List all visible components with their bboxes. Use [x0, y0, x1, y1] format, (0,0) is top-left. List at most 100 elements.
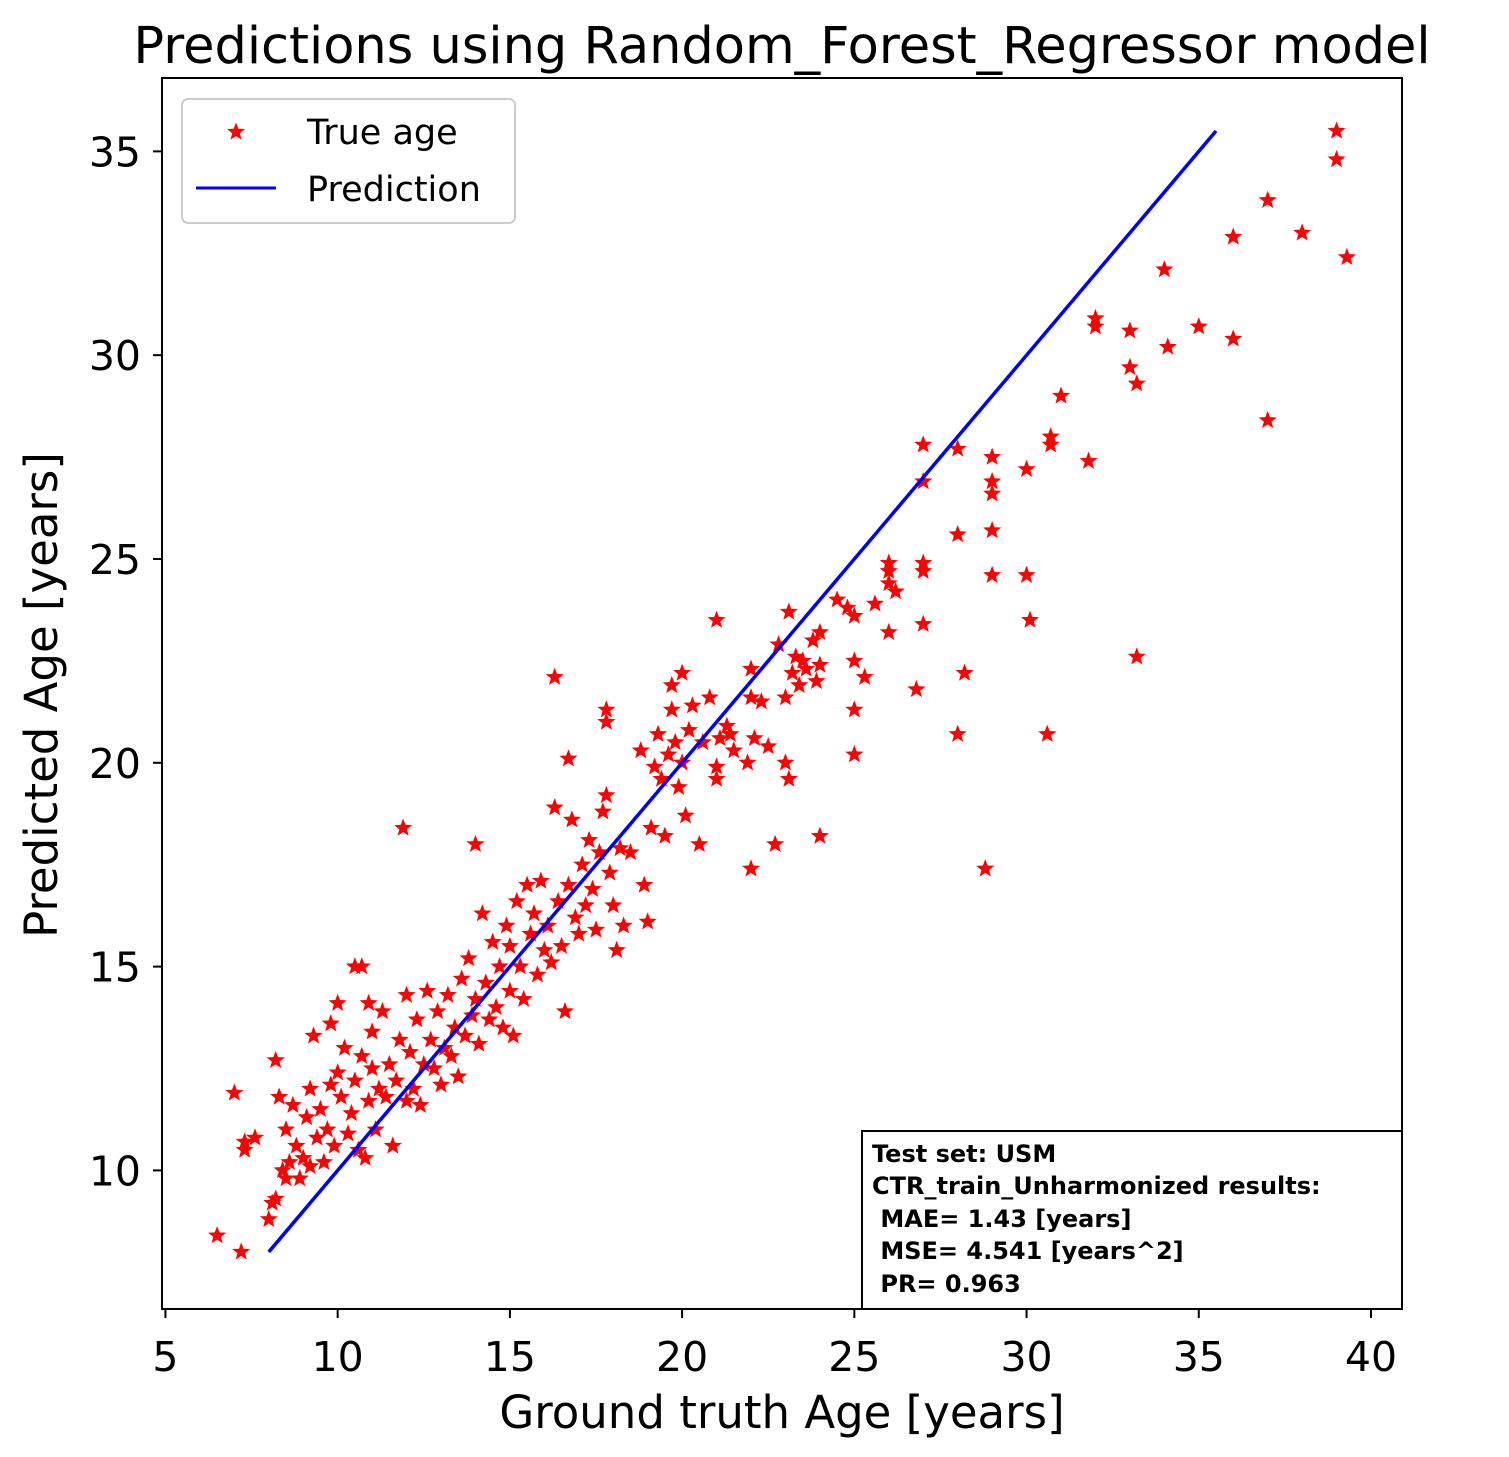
true-age-point-100: [542, 953, 561, 971]
true-age-point-83: [487, 997, 506, 1016]
true-age-point-169: [786, 647, 805, 665]
true-age-point-63: [421, 1030, 440, 1048]
true-age-point-178: [828, 590, 847, 608]
true-age-point-39: [352, 1046, 371, 1064]
true-age-point-228: [1293, 223, 1312, 241]
true-age-point-37: [345, 957, 364, 975]
true-age-point-163: [769, 635, 788, 653]
true-age-point-180: [845, 606, 864, 624]
legend-marker-true-age: [226, 122, 246, 140]
true-age-point-59: [407, 1010, 426, 1028]
true-age-point-122: [604, 895, 623, 914]
true-age-point-192: [914, 435, 933, 453]
true-age-point-114: [583, 879, 602, 897]
x-tick-label: 35: [1173, 1333, 1225, 1381]
true-age-point-162: [766, 834, 785, 852]
true-age-point-127: [631, 741, 650, 759]
true-age-point-47: [369, 1079, 389, 1097]
x-tick-label: 30: [1000, 1333, 1052, 1381]
true-age-point-80: [476, 973, 495, 991]
true-age-point-154: [724, 741, 743, 759]
true-age-point-225: [1224, 329, 1243, 347]
true-age-point-139: [669, 777, 688, 795]
true-age-point-5: [245, 1128, 265, 1146]
stats-line-pr: PR= 0.963: [872, 1270, 1021, 1298]
true-age-point-8: [266, 1189, 285, 1207]
true-age-point-187: [879, 553, 898, 571]
true-age-point-173: [803, 631, 823, 649]
true-age-point-159: [745, 728, 764, 747]
stats-line-results: CTR_train_Unharmonized results:: [872, 1172, 1321, 1200]
true-age-point-226: [1258, 190, 1277, 208]
x-tick-label: 25: [828, 1333, 880, 1381]
legend-label-true-age: True age: [306, 113, 458, 153]
true-age-point-211: [1041, 435, 1060, 453]
true-age-point-221: [1155, 260, 1174, 278]
y-tick-label: 10: [89, 1147, 141, 1195]
true-age-point-111: [573, 855, 592, 873]
true-age-point-58: [404, 1079, 423, 1097]
true-age-point-191: [907, 679, 926, 698]
true-age-point-201: [976, 859, 995, 877]
true-age-point-3: [235, 1140, 254, 1158]
true-age-point-97: [531, 871, 550, 889]
legend-box: [181, 98, 516, 224]
true-age-point-153: [721, 724, 740, 742]
true-age-point-143: [679, 720, 699, 738]
true-age-point-52: [387, 1071, 406, 1089]
true-age-point-181: [845, 651, 864, 669]
true-age-point-103: [549, 891, 568, 910]
true-age-point-129: [638, 912, 657, 930]
true-age-point-135: [659, 745, 678, 763]
true-age-point-9: [266, 1050, 285, 1069]
true-age-point-36: [345, 1071, 364, 1089]
true-age-point-212: [1041, 427, 1060, 445]
true-age-point-137: [662, 675, 681, 694]
true-age-point-61: [414, 1054, 433, 1073]
true-age-point-90: [507, 891, 526, 910]
true-age-point-95: [524, 904, 544, 922]
true-age-point-219: [1127, 374, 1146, 392]
true-age-point-24: [311, 1099, 330, 1117]
true-age-point-116: [590, 842, 609, 861]
true-age-point-168: [783, 663, 802, 681]
true-age-point-10: [270, 1087, 289, 1105]
true-age-point-53: [390, 1030, 409, 1048]
stats-line-mae: MAE= 1.43 [years]: [872, 1205, 1131, 1233]
true-age-point-56: [397, 985, 416, 1003]
true-age-point-51: [383, 1136, 402, 1154]
true-age-point-40: [352, 957, 371, 975]
true-age-point-193: [914, 472, 933, 490]
true-age-point-16: [287, 1136, 306, 1154]
true-age-point-71: [449, 1067, 468, 1085]
true-age-point-230: [1327, 150, 1346, 168]
true-age-point-18: [294, 1148, 313, 1166]
true-age-point-62: [418, 981, 437, 999]
true-age-point-88: [500, 936, 519, 954]
true-age-point-217: [1120, 321, 1139, 339]
true-age-point-33: [335, 1038, 354, 1056]
true-age-point-185: [865, 594, 885, 612]
true-age-point-43: [359, 993, 378, 1011]
y-tick-label: 35: [89, 128, 141, 176]
true-age-point-119: [597, 700, 616, 718]
true-age-point-198: [948, 525, 967, 543]
true-age-point-144: [683, 696, 702, 714]
true-age-point-224: [1224, 227, 1243, 245]
true-age-point-23: [307, 1128, 327, 1146]
true-age-point-124: [611, 838, 630, 857]
true-age-point-123: [607, 940, 626, 958]
true-age-point-147: [700, 688, 719, 706]
true-age-point-70: [445, 1018, 464, 1036]
true-age-point-74: [459, 948, 478, 967]
true-age-point-19: [297, 1107, 316, 1126]
true-age-point-149: [707, 769, 726, 787]
true-age-point-213: [1051, 386, 1071, 404]
true-age-point-177: [810, 826, 829, 844]
true-age-point-65: [428, 1001, 447, 1020]
true-age-point-205: [983, 520, 1002, 539]
true-age-point-0: [208, 1226, 227, 1244]
true-age-point-131: [645, 757, 664, 775]
